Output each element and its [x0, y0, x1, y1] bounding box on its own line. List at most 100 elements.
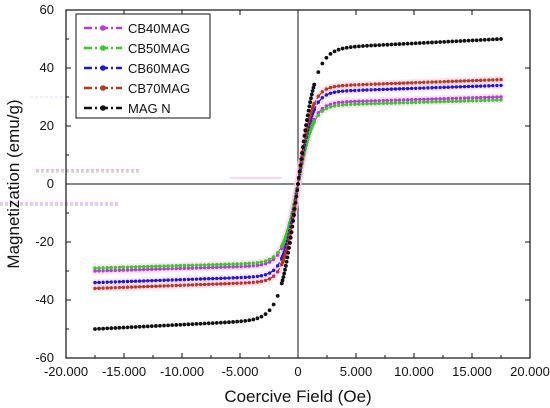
data-point [267, 271, 272, 275]
data-point [495, 98, 499, 102]
data-point [158, 284, 162, 288]
data-point [381, 82, 385, 86]
data-point [450, 99, 454, 104]
data-point [446, 79, 450, 84]
data-point [454, 96, 459, 101]
data-point [247, 261, 251, 266]
data-point [422, 97, 426, 102]
data-point [305, 118, 309, 122]
data-point [316, 100, 320, 104]
data-point [235, 264, 239, 269]
data-point [297, 169, 302, 174]
data-point [174, 266, 178, 271]
data-point [495, 83, 499, 88]
data-point [446, 85, 450, 89]
data-point [470, 78, 475, 83]
data-point [310, 89, 315, 93]
data-point [300, 145, 305, 150]
data-point [93, 269, 97, 273]
data-point [442, 97, 446, 101]
data-point [490, 37, 495, 42]
data-point [194, 263, 199, 267]
data-point [401, 87, 406, 91]
data-point [393, 81, 398, 86]
data-point [190, 266, 195, 270]
data-point [474, 38, 479, 43]
data-point [251, 275, 256, 279]
data-point [413, 41, 418, 46]
data-point [194, 322, 199, 326]
data-point [397, 81, 402, 85]
data-point [247, 275, 251, 279]
data-point [328, 102, 333, 106]
data-point [215, 276, 219, 281]
legend-entry: MAG N [84, 101, 171, 116]
data-point [405, 98, 410, 102]
data-point [215, 282, 219, 286]
data-point [206, 265, 211, 270]
data-point [393, 98, 398, 102]
data-point [219, 276, 223, 281]
data-point [198, 277, 203, 281]
data-point [142, 267, 146, 272]
data-point [316, 70, 321, 75]
data-point [296, 182, 300, 186]
data-point [357, 99, 361, 104]
data-point [385, 42, 390, 47]
data-point [442, 99, 446, 104]
data-point [349, 99, 353, 104]
data-point [93, 266, 97, 270]
data-point [345, 100, 349, 104]
data-point [369, 43, 373, 48]
data-point [282, 256, 286, 260]
legend-label: MAG N [128, 101, 171, 116]
data-point [462, 38, 467, 43]
data-point [239, 275, 243, 280]
data-point [306, 108, 311, 113]
data-point [454, 79, 459, 83]
data-point [434, 85, 438, 90]
data-point [474, 96, 479, 100]
data-point [458, 85, 463, 89]
data-point [267, 257, 272, 262]
data-point [401, 41, 406, 46]
data-point [231, 276, 235, 280]
data-point [255, 263, 260, 268]
data-point [137, 285, 142, 289]
data-point [279, 281, 284, 286]
data-point [211, 262, 215, 267]
data-point [117, 268, 122, 272]
data-point [470, 84, 475, 89]
data-point [324, 106, 329, 111]
data-point [482, 37, 487, 42]
data-point [483, 84, 487, 88]
data-point [170, 278, 174, 282]
data-point [239, 262, 243, 266]
data-point [158, 267, 162, 271]
data-point [105, 280, 109, 284]
data-point [282, 271, 287, 276]
data-point [332, 49, 337, 54]
data-point [211, 265, 215, 270]
data-point [150, 264, 154, 269]
data-point [101, 280, 105, 285]
background-artifacts [0, 96, 282, 206]
data-point [357, 83, 361, 87]
data-point [178, 278, 182, 282]
data-point [121, 268, 126, 272]
data-point [483, 98, 487, 103]
data-point [166, 323, 170, 328]
legend: CB40MAG CB50MAG CB60MAG CB70MAG MAG N [75, 13, 211, 119]
data-point [182, 263, 187, 268]
data-point [198, 321, 203, 326]
data-point [117, 325, 122, 330]
legend-entry: CB70MAG [84, 81, 190, 96]
data-point [438, 97, 442, 101]
data-point [255, 280, 260, 284]
data-point [369, 99, 373, 103]
data-point [275, 293, 280, 298]
data-point [409, 97, 414, 102]
data-point [227, 276, 231, 280]
data-point [290, 224, 295, 229]
data-point [397, 87, 402, 91]
